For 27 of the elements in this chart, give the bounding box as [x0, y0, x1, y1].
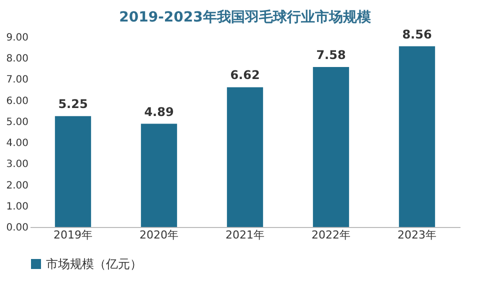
x-tick-label: 2023年 [398, 228, 436, 242]
data-label: 7.58 [316, 48, 346, 62]
data-label: 5.25 [58, 97, 88, 112]
y-tick-label: 7.00 [6, 74, 28, 86]
x-tick-label: 2022年 [312, 228, 350, 242]
y-tick-label: 8.00 [6, 54, 28, 65]
data-label: 8.56 [402, 27, 432, 42]
x-tick-label: 2020年 [140, 228, 178, 242]
y-tick-label: 6.00 [6, 96, 28, 107]
bar [226, 87, 264, 227]
y-tick-label: 2.00 [6, 180, 28, 192]
x-tick-label: 2019年 [54, 228, 92, 242]
chart-title: 2019-2023年我国羽毛球行业市场规模 [119, 8, 372, 26]
y-tick-label: 0.00 [6, 222, 28, 234]
bar [54, 116, 92, 227]
data-label: 4.89 [144, 104, 174, 119]
y-tick-label: 4.00 [6, 138, 28, 150]
bar [398, 46, 436, 227]
bar [140, 124, 178, 227]
y-tick-label: 1.00 [6, 201, 28, 212]
data-label: 6.62 [230, 68, 260, 82]
y-tick-label: 5.00 [6, 116, 28, 128]
y-tick-label: 9.00 [6, 32, 28, 44]
legend-label: 市场规模（亿元） [46, 257, 142, 271]
y-tick-label: 3.00 [6, 159, 28, 170]
bar [312, 66, 350, 227]
x-tick-label: 2021年 [226, 228, 264, 242]
